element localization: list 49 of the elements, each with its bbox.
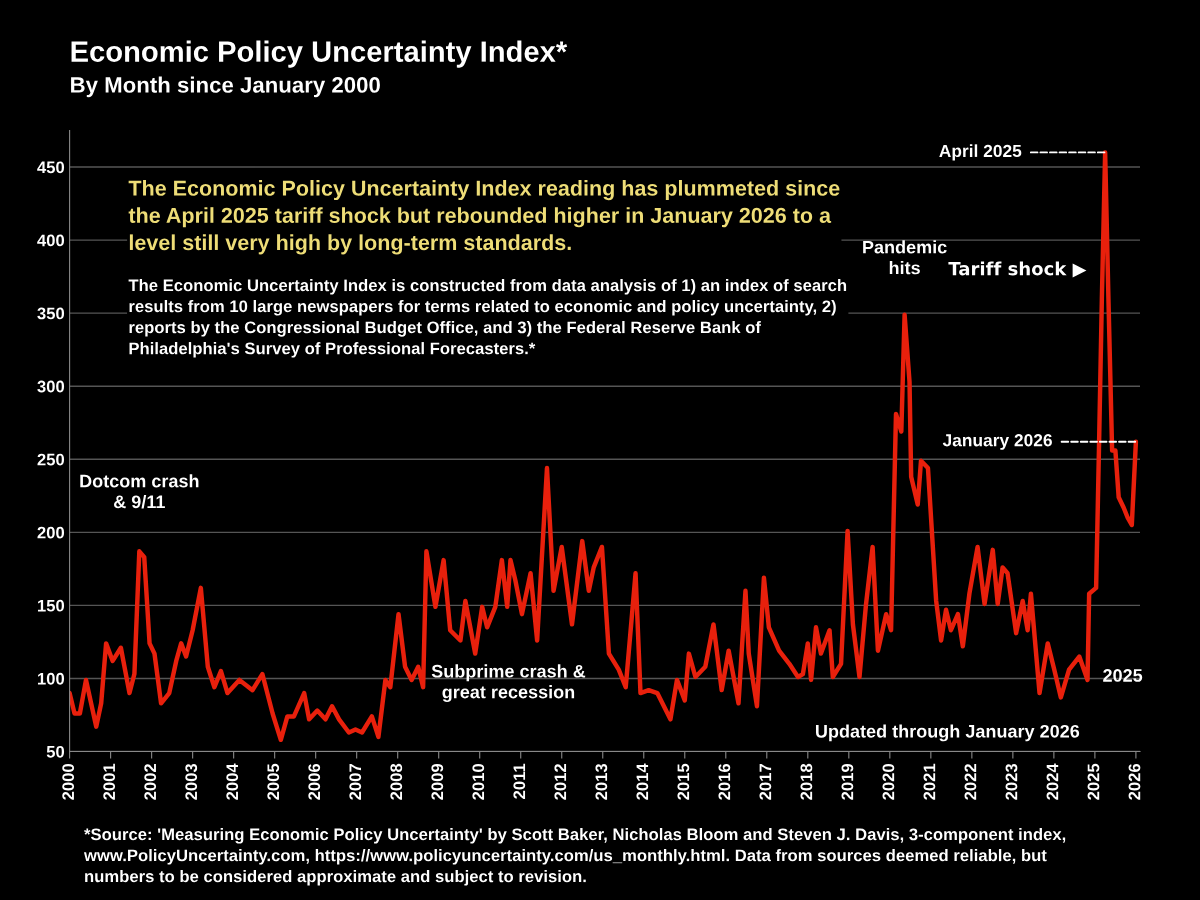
y-tick-label: 100 xyxy=(37,672,65,685)
x-tick-label: 2003 xyxy=(185,763,198,800)
x-tick-label: 2000 xyxy=(62,763,75,800)
x-tick-label: 2016 xyxy=(718,763,731,800)
x-tick-label: 2018 xyxy=(800,763,813,800)
annotation: Dotcom crash & 9/11 xyxy=(80,474,199,509)
annotation: Pandemic hits xyxy=(863,240,947,275)
chart-subtitle: By Month since January 2000 xyxy=(71,76,380,98)
annotation: Tariff shock ▶ xyxy=(948,261,1087,278)
y-tick-label: 250 xyxy=(37,453,65,466)
y-tick-label: 300 xyxy=(37,380,65,393)
y-tick-label: 350 xyxy=(37,307,65,320)
y-tick-label: 450 xyxy=(37,161,65,174)
x-tick-label: 2019 xyxy=(841,763,854,800)
annotation: Updated through January 2026 xyxy=(815,724,1080,742)
x-tick-label: 2007 xyxy=(349,764,362,800)
x-tick-label: 2002 xyxy=(144,763,157,800)
x-tick-label: 2020 xyxy=(882,763,895,800)
x-tick-label: 2014 xyxy=(636,763,649,800)
x-tick-label: 2015 xyxy=(677,763,690,800)
annotation: April 2025 xyxy=(939,144,1022,161)
x-tick-label: 2008 xyxy=(390,763,403,800)
chart-title: Economic Policy Uncertainty Index* xyxy=(71,40,568,68)
x-tick-label: 2026 xyxy=(1128,763,1141,800)
x-tick-label: 2024 xyxy=(1046,763,1059,800)
x-tick-label: 2004 xyxy=(226,763,239,800)
x-tick-label: 2017 xyxy=(759,764,772,800)
x-tick-label: 2013 xyxy=(595,763,608,800)
y-tick-label: 400 xyxy=(37,234,65,247)
x-tick-label: 2025 xyxy=(1087,763,1100,800)
annotation: January 2026 xyxy=(942,434,1052,450)
annotation: The Economic Uncertainty Index is constructed from data analysis of 1) an index of search results from 10 large newspapers for terms related to economic and policy uncertainty, 2) reports by the Congressional Budget Office, and 3) the Federal Reserve Bank of Philadelphia's Survey of Professional Forecasters.* xyxy=(128,279,847,358)
x-tick-label: 2006 xyxy=(308,763,321,800)
y-tick-label: 150 xyxy=(37,599,65,612)
annotation: 2025 xyxy=(1103,669,1143,682)
x-tick-label: 2012 xyxy=(554,763,567,800)
annotation: Subprime crash & great recession xyxy=(431,664,586,703)
x-tick-label: 2005 xyxy=(267,763,280,800)
x-tick-label: 2011 xyxy=(513,763,526,799)
x-tick-label: 2023 xyxy=(1005,763,1018,800)
x-tick-label: 2022 xyxy=(964,763,977,800)
x-tick-label: 2001 xyxy=(103,763,116,800)
y-tick-label: 50 xyxy=(46,745,65,758)
annotation: The Economic Policy Uncertainty Index reading has plummeted since the April 2025 tariff shock but rebounded higher in January 2026 to a level still very high by long-term standards. xyxy=(128,180,840,255)
y-tick-label: 200 xyxy=(37,526,65,539)
x-tick-label: 2009 xyxy=(431,763,444,800)
text: *Source: 'Measuring Economic Policy Uncertainty' by Scott Baker, Nicholas Bloom and Steven J. Davis, 3-component index, www.PolicyUncertainty.com, https://www.policyuncertainty.com/us_monthly.html. Data from sources deemed reliable, but numbers to be considered approximate and subject to revision. xyxy=(83,828,1066,886)
x-tick-label: 2010 xyxy=(472,763,485,800)
x-tick-label: 2021 xyxy=(923,763,936,800)
